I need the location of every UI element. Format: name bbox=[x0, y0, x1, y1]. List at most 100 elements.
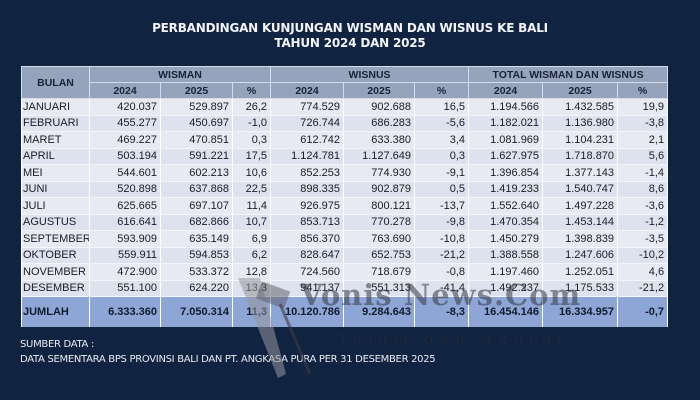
cell-total-pct: -10,2 bbox=[617, 247, 669, 264]
cell-month: JUMLAH bbox=[21, 296, 90, 327]
cell-wisnus-2025: 770.278 bbox=[343, 214, 416, 231]
table-row: AGUSTUS 616.641 682.866 10,7 853.713 770.278-… bbox=[21, 214, 669, 231]
cell-total-2025: 1.718.870 bbox=[542, 148, 619, 165]
header-row-groups: BULAN WISMAN WISNUS TOTAL WISMAN DAN WIS… bbox=[21, 66, 669, 99]
cell-wisnus-2025: 774.930 bbox=[343, 164, 416, 182]
header-wisman-2024: 2024 bbox=[89, 82, 161, 99]
header-total: TOTAL WISMAN DAN WISNUS bbox=[468, 66, 669, 83]
cell-total-pct: -3,8 bbox=[617, 115, 669, 132]
cell-wisman-pct: 10,6 bbox=[231, 164, 272, 182]
cell-total-2024: 1.419.233 bbox=[468, 181, 544, 198]
source-text: DATA SEMENTARA BPS PROVINSI BALI DAN PT.… bbox=[20, 354, 436, 365]
cell-wisman-2025: 7.050.314 bbox=[160, 296, 233, 327]
cell-total-2025: 1.453.144 bbox=[542, 214, 619, 231]
cell-month: NOVEMBER bbox=[21, 263, 90, 281]
cell-wisman-pct: 22,5 bbox=[231, 181, 272, 198]
page-title: PERBANDINGAN KUNJUNGAN WISMAN DAN WISNUS… bbox=[152, 21, 548, 35]
cell-total-2025: 1.252.051 bbox=[542, 263, 619, 281]
cell-wisman-2024: 551.100 bbox=[89, 280, 161, 297]
cell-wisnus-2024: 726.744 bbox=[270, 115, 345, 132]
cell-wisman-pct: 12,8 bbox=[231, 263, 272, 281]
cell-wisnus-2024: 941.137 bbox=[270, 280, 345, 297]
cell-total-pct: 4,6 bbox=[617, 263, 669, 281]
visits-table: BULAN WISMAN WISNUS TOTAL WISMAN DAN WIS… bbox=[21, 66, 669, 327]
cell-wisnus-2024: 926.975 bbox=[270, 197, 345, 215]
cell-wisnus-pct: -9,1 bbox=[414, 164, 470, 182]
cell-total-2025: 1.175.533 bbox=[542, 280, 619, 297]
cell-month: MEI bbox=[21, 164, 90, 182]
cell-total-2025: 1.136.980 bbox=[542, 115, 619, 132]
cell-total-2024: 16.454.146 bbox=[468, 296, 544, 327]
cell-wisnus-2025: 902.688 bbox=[343, 98, 416, 116]
table-row: FEBRUARI 455.277 450.697 -1,0 726.744 686.283… bbox=[21, 115, 669, 132]
cell-total-2024: 1.627.975 bbox=[468, 148, 544, 165]
source-label: SUMBER DATA : bbox=[20, 339, 95, 350]
cell-total-2025: 1.247.606 bbox=[542, 247, 619, 264]
header-total-2024: 2024 bbox=[468, 82, 544, 99]
cell-wisnus-2025: 763.690 bbox=[343, 230, 416, 248]
cell-wisman-2025: 529.897 bbox=[160, 98, 233, 116]
cell-month: DESEMBER bbox=[21, 280, 90, 297]
cell-wisman-pct: 10,7 bbox=[231, 214, 272, 231]
cell-wisnus-pct: 0,5 bbox=[414, 181, 470, 198]
cell-wisman-2025: 591.221 bbox=[160, 148, 233, 165]
cell-wisman-2025: 602.213 bbox=[160, 164, 233, 182]
cell-total-2024: 1.470.354 bbox=[468, 214, 544, 231]
cell-total-2024: 1.182.021 bbox=[468, 115, 544, 132]
cell-wisnus-pct: -21,2 bbox=[414, 247, 470, 264]
table-row: MEI 544.601 602.213 10,6 852.253 774.930 -9,1 1… bbox=[21, 164, 669, 182]
cell-wisman-2024: 559.911 bbox=[89, 247, 161, 264]
cell-month: APRIL bbox=[21, 148, 90, 165]
cell-month: MARET bbox=[21, 131, 90, 149]
cell-wisman-2025: 697.107 bbox=[160, 197, 233, 215]
cell-wisman-pct: 11,3 bbox=[231, 296, 272, 327]
cell-wisnus-pct: -5,6 bbox=[414, 115, 470, 132]
header-wisman: WISMAN bbox=[88, 66, 272, 83]
watermark-tagline: Tajam dan Akurat bbox=[338, 330, 570, 348]
cell-wisman-2025: 637.868 bbox=[160, 181, 233, 198]
cell-wisnus-2024: 856.370 bbox=[270, 230, 345, 248]
cell-total-pct: -3,6 bbox=[617, 197, 669, 215]
cell-wisman-pct: 17,5 bbox=[231, 148, 272, 165]
cell-wisman-pct: 11,4 bbox=[231, 197, 272, 215]
cell-total-2025: 16.334.957 bbox=[542, 296, 619, 327]
cell-total-2025: 1.497.228 bbox=[542, 197, 619, 215]
cell-wisman-2024: 472.900 bbox=[89, 263, 161, 281]
cell-wisman-2024: 503.194 bbox=[89, 148, 161, 165]
cell-total-2025: 1.432.585 bbox=[542, 98, 619, 116]
table-row: JULI 625.665 697.107 11,4 926.975 800.121 -13,… bbox=[21, 197, 669, 215]
cell-total-pct: -21,2 bbox=[617, 280, 669, 297]
header-row-years: 2024 2025 % 2024 2025 % 2024 2025 % bbox=[22, 82, 669, 99]
cell-wisman-2024: 616.641 bbox=[89, 214, 161, 231]
cell-wisnus-2025: 652.753 bbox=[343, 247, 416, 264]
cell-total-2025: 1.398.839 bbox=[542, 230, 619, 248]
header-wisnus-pct: % bbox=[414, 82, 470, 99]
cell-total-2024: 1.552.640 bbox=[468, 197, 544, 215]
cell-month: JUNI bbox=[21, 181, 90, 198]
cell-wisnus-2024: 774.529 bbox=[270, 98, 345, 116]
cell-wisnus-2025: 902.879 bbox=[343, 181, 416, 198]
cell-wisnus-2025: 718.679 bbox=[343, 263, 416, 281]
cell-wisman-2025: 624.220 bbox=[160, 280, 233, 297]
cell-month: JANUARI bbox=[21, 98, 90, 116]
cell-wisnus-2024: 1.124.781 bbox=[270, 148, 345, 165]
table-row: MARET 469.227 470.851 0,3 612.742 633.380 3,4 1… bbox=[21, 131, 669, 149]
cell-wisman-pct: 26,2 bbox=[231, 98, 272, 116]
table-row: DESEMBER 551.100 624.220 13,3 941.137 551.313… bbox=[21, 280, 669, 297]
cell-wisman-2025: 682.866 bbox=[160, 214, 233, 231]
cell-wisnus-2024: 828.647 bbox=[270, 247, 345, 264]
cell-wisnus-2025: 551.313 bbox=[343, 280, 416, 297]
cell-wisnus-pct: -8,3 bbox=[414, 296, 470, 327]
cell-wisman-2024: 625.665 bbox=[89, 197, 161, 215]
cell-total-2024: 1.450.279 bbox=[468, 230, 544, 248]
cell-wisman-2025: 470.851 bbox=[160, 131, 233, 149]
table-row: JUNI 520.898 637.868 22,5 898.335 902.879 0,5 1… bbox=[21, 181, 669, 198]
table-row: OKTOBER 559.911 594.853 6,2 828.647 652.753 -2… bbox=[21, 247, 669, 264]
table-row: NOVEMBER 472.900 533.372 12,8 724.560 718.679… bbox=[21, 263, 669, 281]
cell-total-pct: 2,1 bbox=[617, 131, 669, 149]
cell-month: AGUSTUS bbox=[21, 214, 90, 231]
cell-wisman-pct: 6,2 bbox=[231, 247, 272, 264]
cell-wisman-pct: 6,9 bbox=[231, 230, 272, 248]
cell-total-pct: -1,4 bbox=[617, 164, 669, 182]
header-wisman-2025: 2025 bbox=[160, 82, 233, 99]
